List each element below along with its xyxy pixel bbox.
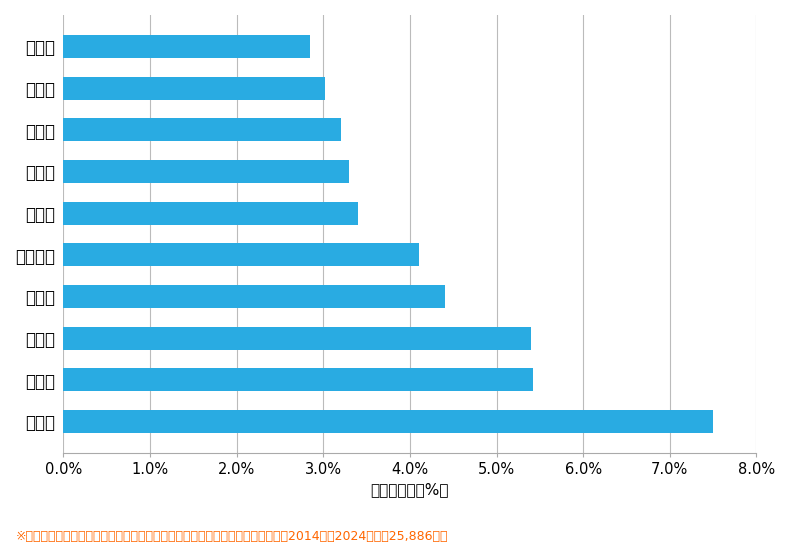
X-axis label: 件数の割合（%）: 件数の割合（%） [371,483,450,498]
Bar [63,202,358,225]
Bar [63,327,531,349]
Bar [63,285,445,308]
Bar [63,160,349,183]
Bar [63,368,533,391]
Bar [63,77,325,100]
Bar [63,118,340,141]
Bar [63,35,310,58]
Bar [63,244,419,266]
Text: ※弊社受付の案件を対象に、受付時に市区町村の回答があったものを集計（期間2014年～2024年、計25,886件）: ※弊社受付の案件を対象に、受付時に市区町村の回答があったものを集計（期間2014… [16,530,448,543]
Bar [63,410,713,433]
